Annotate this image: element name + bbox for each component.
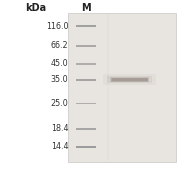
Text: 14.4: 14.4 — [51, 142, 68, 151]
Bar — [76, 63, 96, 65]
Bar — [76, 45, 96, 47]
Text: 66.2: 66.2 — [51, 41, 68, 50]
Bar — [76, 78, 96, 80]
Bar — [76, 25, 96, 27]
Bar — [111, 78, 148, 82]
Text: 45.0: 45.0 — [51, 59, 68, 68]
Text: 25.0: 25.0 — [51, 99, 68, 108]
Bar — [110, 77, 149, 82]
Text: kDa: kDa — [25, 3, 47, 13]
Text: M: M — [82, 3, 91, 13]
Text: 35.0: 35.0 — [51, 75, 68, 84]
Bar — [76, 103, 96, 104]
Bar — [107, 76, 152, 83]
Bar — [68, 13, 176, 162]
Bar — [76, 128, 96, 130]
Text: 116.0: 116.0 — [46, 22, 68, 31]
Bar — [112, 78, 148, 81]
Text: 18.4: 18.4 — [51, 124, 68, 133]
Bar — [76, 145, 96, 148]
Bar — [103, 74, 156, 85]
